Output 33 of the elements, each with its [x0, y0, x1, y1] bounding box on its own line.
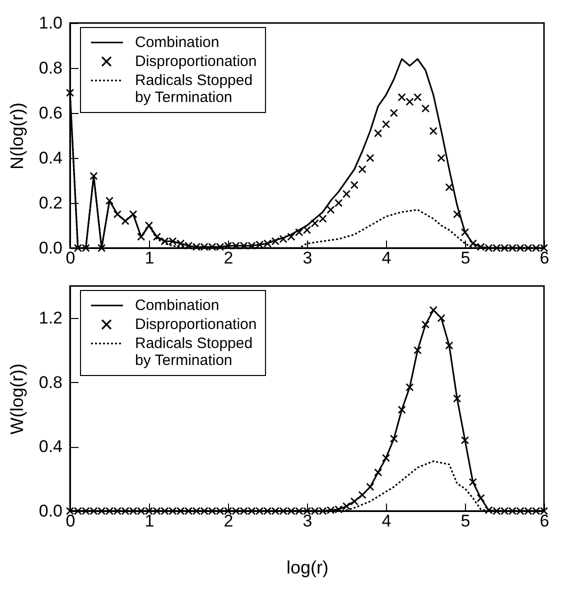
y-tick-label: 0.4: [38, 148, 62, 168]
y-tick-label: 1.0: [38, 14, 62, 32]
x-tick-label: 1: [144, 248, 154, 268]
legend-label: Combination: [135, 297, 220, 314]
x-tick-label: 6: [540, 512, 550, 530]
x-tick-label: 1: [144, 512, 154, 530]
x-tick-label: 6: [540, 248, 550, 268]
x-tick-label: 0: [66, 512, 76, 530]
legend-label: Radicals Stopped by Termination: [135, 335, 253, 369]
y-tick-label: 0.8: [38, 372, 62, 392]
y-tick-label: 0.2: [38, 194, 62, 212]
x-tick-label: 0: [66, 248, 76, 268]
y-tick-label: 0.6: [38, 104, 62, 122]
legend-label: Combination: [135, 34, 220, 51]
y-tick-label: 1.2: [38, 308, 62, 328]
y-tick-label: 0.0: [38, 238, 62, 258]
x-axis-title: log(r): [286, 558, 329, 578]
x-tick-label: 2: [224, 512, 234, 530]
legend-label: Disproportionation: [135, 53, 257, 70]
y-axis-title: N(log(r)): [6, 102, 27, 170]
x-tick-label: 4: [382, 248, 392, 268]
legend-label: Disproportionation: [135, 316, 257, 333]
x-tick-label: 4: [382, 512, 392, 530]
x-tick-label: 5: [460, 512, 470, 530]
x-tick-label: 3: [302, 512, 312, 530]
x-tick-label: 5: [460, 248, 470, 268]
x-tick-label: 3: [302, 248, 312, 268]
y-tick-label: 0.4: [38, 437, 62, 456]
y-tick-label: 0.0: [38, 502, 62, 520]
y-axis-title: W(log(r)): [6, 364, 27, 434]
x-tick-label: 2: [224, 248, 234, 268]
y-tick-label: 0.8: [38, 58, 62, 78]
legend-label: Radicals Stopped by Termination: [135, 72, 253, 106]
